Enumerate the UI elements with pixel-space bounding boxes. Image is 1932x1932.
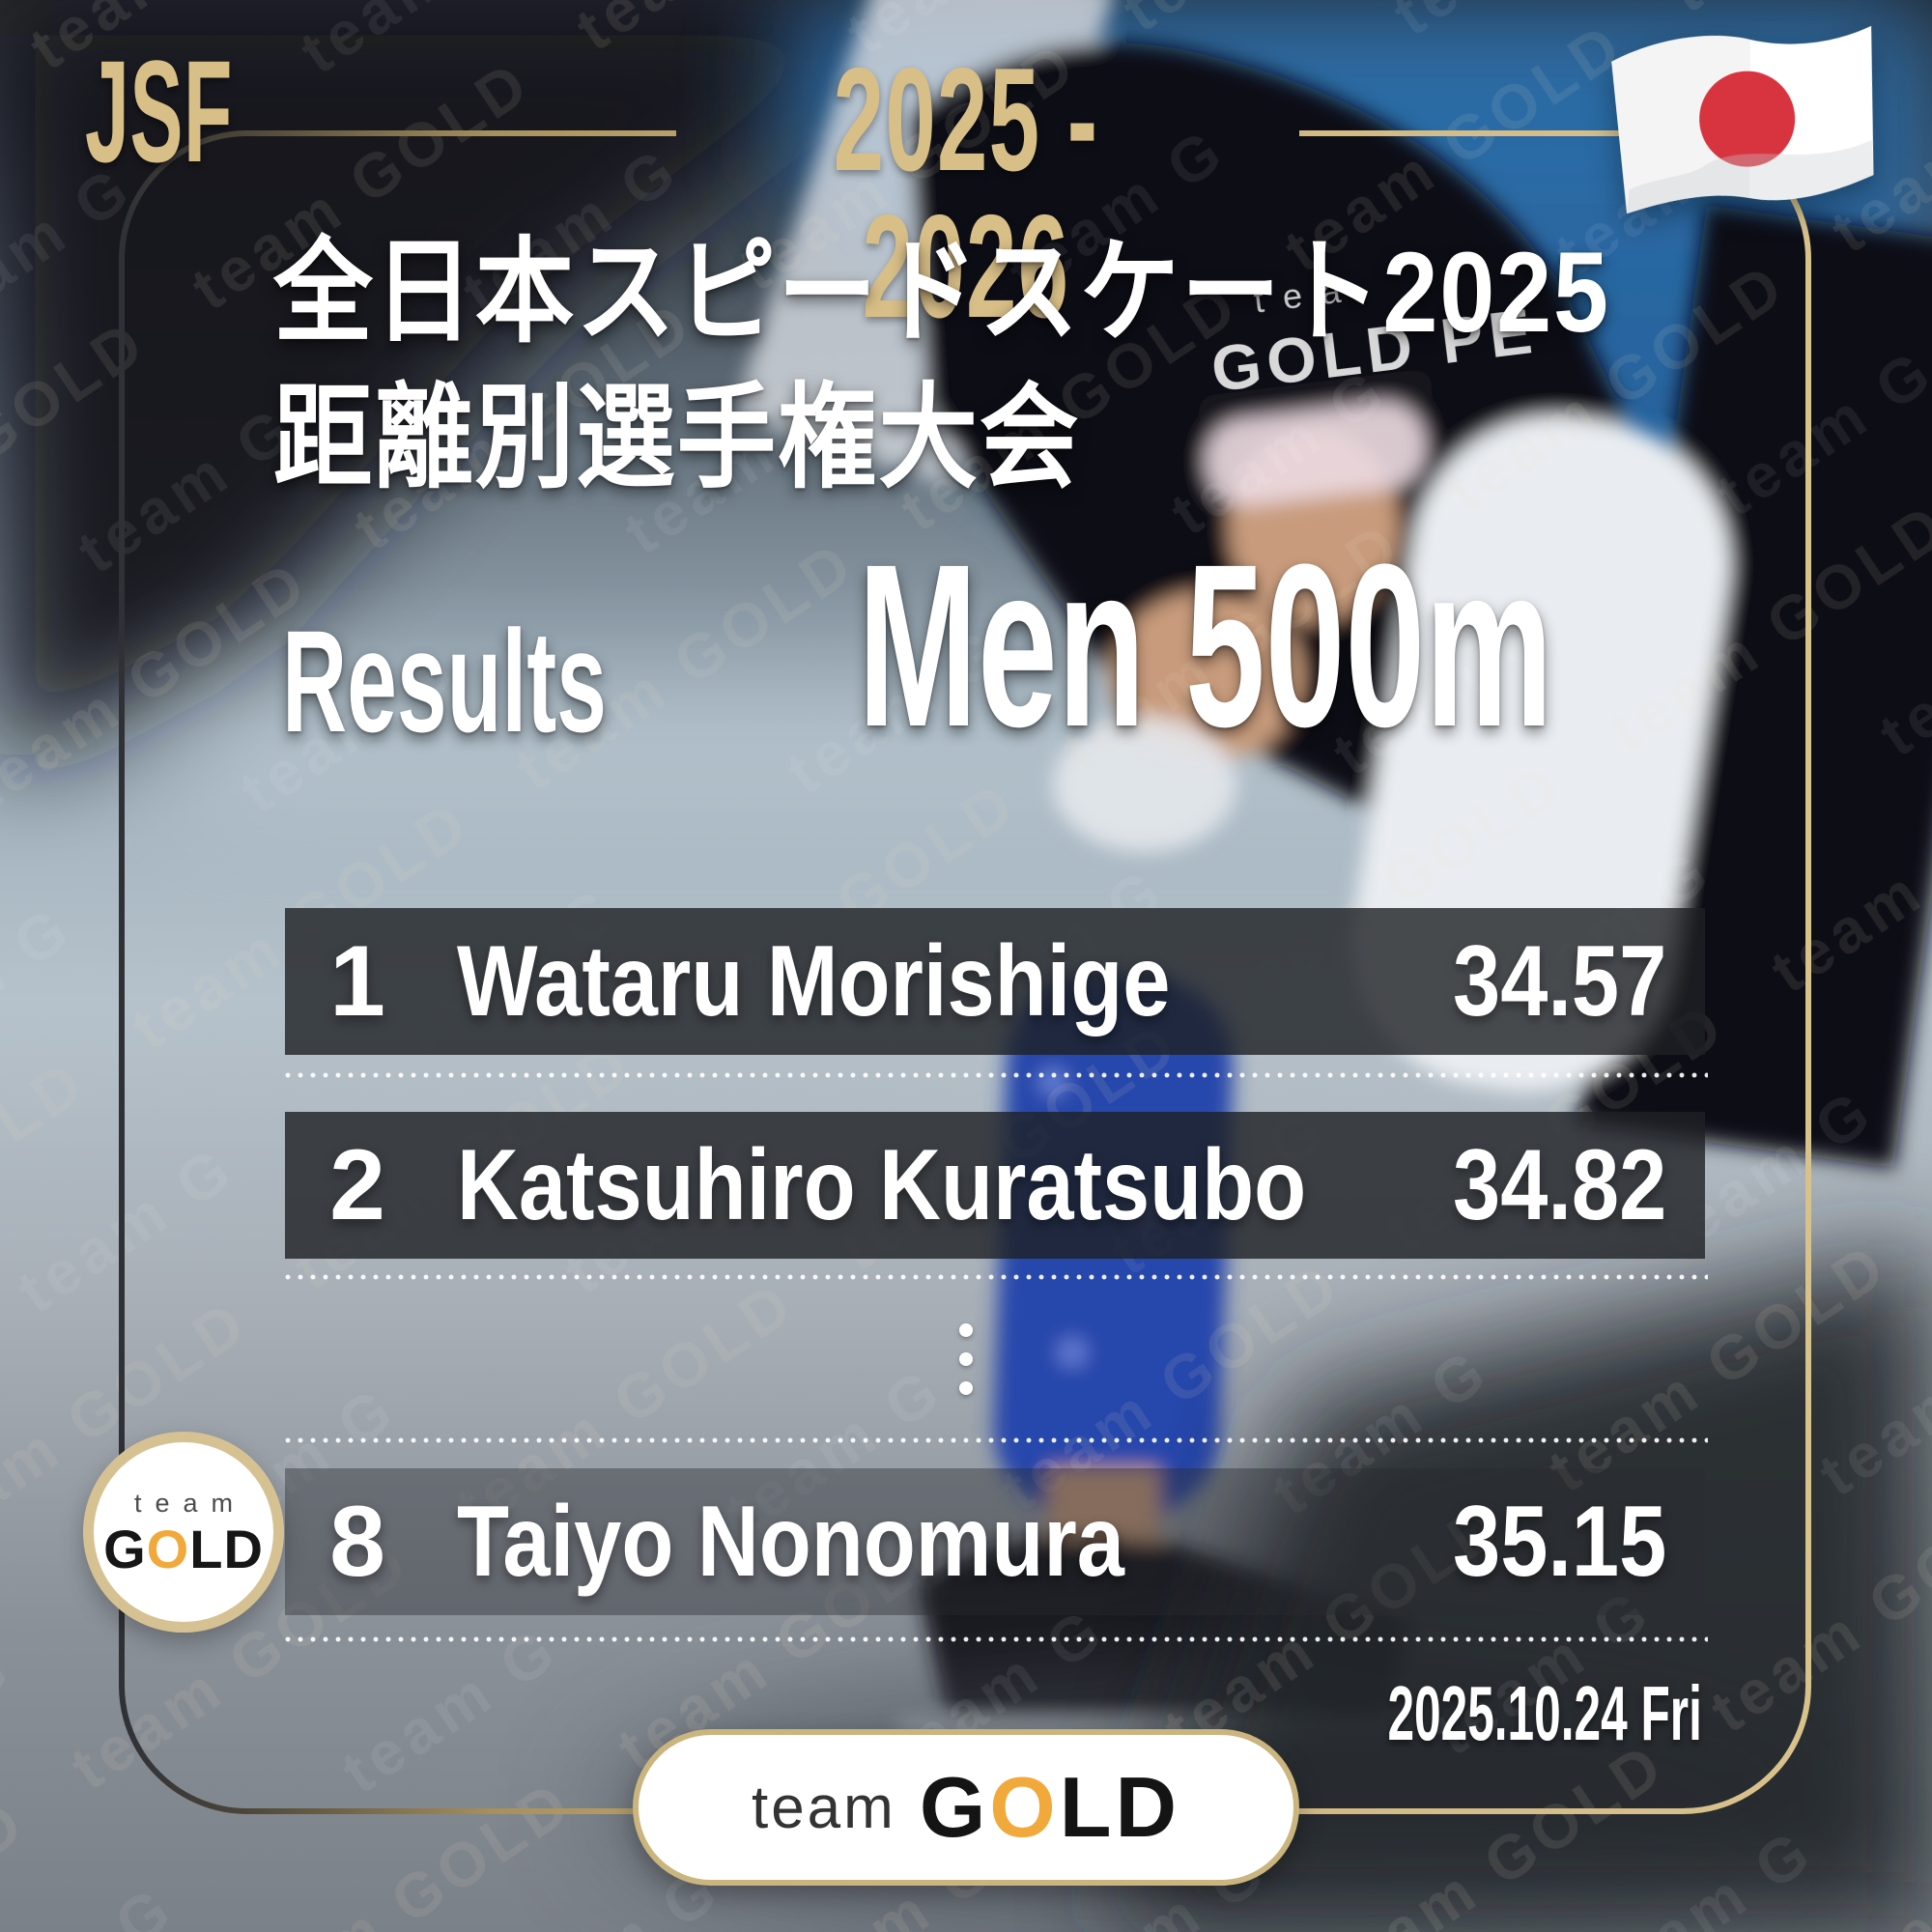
dotted-divider (285, 1636, 1708, 1642)
gold-o-letter: O (146, 1518, 190, 1579)
team-gold-circle-logo: team GOLD (83, 1432, 284, 1633)
logo-team-word: team (133, 1488, 247, 1518)
ellipsis-dot (959, 1323, 973, 1337)
athlete-name-cell: Katsuhiro Kuratsubo (457, 1128, 1307, 1241)
rank-cell: 8 (329, 1485, 385, 1598)
logo-team-word: team (751, 1774, 896, 1841)
ellipsis-dot (959, 1381, 973, 1395)
table-row: 1 Wataru Morishige 34.57 (285, 908, 1705, 1055)
table-row: 8 Taiyo Nonomura 35.15 (285, 1468, 1705, 1615)
dotted-divider (285, 1437, 1708, 1443)
japan-flag-icon (1601, 20, 1890, 228)
rank-cell: 1 (329, 924, 385, 1037)
season-label: 2025 - 2026 (833, 38, 1099, 349)
table-row: 2 Katsuhiro Kuratsubo 34.82 (285, 1112, 1705, 1259)
results-heading: Results Men 500m (282, 529, 1932, 761)
time-cell: 34.82 (1452, 1128, 1666, 1241)
logo-gold-word: GOLD (103, 1518, 264, 1579)
event-title-line1: 全日本スピードスケート2025 (273, 229, 1610, 356)
results-label: Results (282, 600, 607, 762)
federation-logo-text: JSF (85, 30, 233, 192)
athlete-name-cell: Taiyo Nonomura (457, 1485, 1124, 1598)
ellipsis-dot (959, 1352, 973, 1366)
gold-o-letter: O (989, 1759, 1060, 1855)
dotted-divider (285, 1072, 1708, 1078)
time-cell: 35.15 (1452, 1485, 1666, 1598)
logo-gold-word: GOLD (919, 1759, 1181, 1855)
event-title: 全日本スピードスケート2025 距離別選手権大会 (273, 220, 1610, 512)
event-date: 2025.10.24 Fri (1387, 1670, 1702, 1756)
athlete-name-cell: Wataru Morishige (457, 924, 1171, 1037)
team-gold-pill-logo: team GOLD (633, 1729, 1299, 1886)
event-title-line2: 距離別選手権大会 (273, 375, 1081, 503)
dotted-divider (285, 1274, 1708, 1280)
time-cell: 34.57 (1452, 924, 1666, 1037)
event-name: Men 500m (857, 516, 1553, 775)
rank-cell: 2 (329, 1128, 385, 1241)
